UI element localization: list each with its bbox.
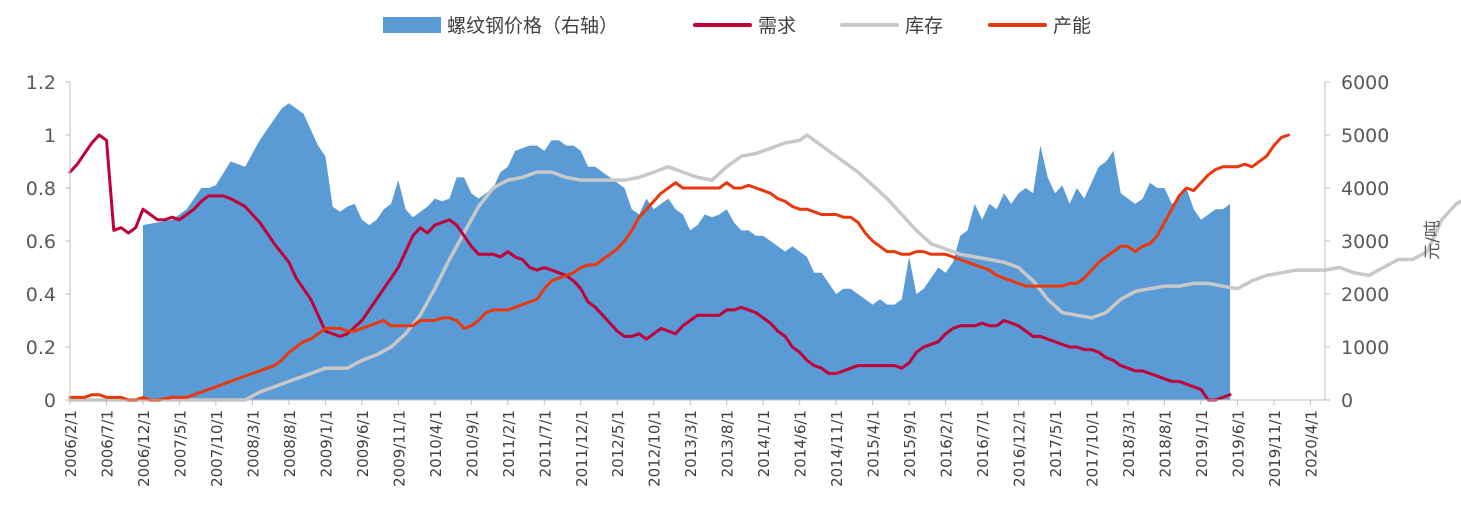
x-tick-label: 2015/9/1 xyxy=(901,410,919,477)
legend-item: 螺纹钢价格（右轴） xyxy=(383,15,618,37)
x-tick-label: 2014/6/1 xyxy=(792,410,810,477)
right-tick-label: 2000 xyxy=(1341,284,1389,306)
price-area-layer xyxy=(143,103,1231,400)
x-tick-label: 2015/4/1 xyxy=(865,410,883,477)
legend-item: 产能 xyxy=(988,15,1091,37)
left-tick-label: 1.2 xyxy=(26,72,56,94)
x-tick-label: 2008/8/1 xyxy=(281,410,299,477)
right-tick-label: 0 xyxy=(1341,390,1353,412)
x-tick-label: 2016/2/1 xyxy=(938,410,956,477)
series-line-layer xyxy=(68,133,1461,402)
capacity-line xyxy=(68,133,1290,402)
right-tick-label: 1000 xyxy=(1341,337,1389,359)
x-tick-label: 2014/1/1 xyxy=(755,410,773,477)
x-tick-label: 2013/8/1 xyxy=(719,410,737,477)
x-tick-label: 2008/3/1 xyxy=(244,410,262,477)
right-tick-label: 4000 xyxy=(1341,178,1389,200)
left-tick-label: 0 xyxy=(44,390,56,412)
x-tick-label: 2013/3/1 xyxy=(682,410,700,477)
legend-swatch-price xyxy=(383,17,441,33)
legend-label-inventory: 库存 xyxy=(905,15,943,37)
x-tick-label: 2006/7/1 xyxy=(99,410,117,477)
x-tick-label: 2010/9/1 xyxy=(463,410,481,477)
x-tick-label: 2007/5/1 xyxy=(171,410,189,477)
legend-label-capacity: 产能 xyxy=(1053,15,1091,37)
x-tick-label: 2014/11/1 xyxy=(828,410,846,487)
x-tick-label: 2018/3/1 xyxy=(1120,410,1138,477)
left-tick-label: 1 xyxy=(44,125,56,147)
x-tick-label: 2012/5/1 xyxy=(609,410,627,477)
x-tick-label: 2018/8/1 xyxy=(1157,410,1175,477)
legend-item: 库存 xyxy=(840,15,943,37)
x-tick-label: 2019/6/1 xyxy=(1229,410,1247,477)
x-tick-label: 2011/2/1 xyxy=(500,410,518,477)
x-tick-label: 2020/4/1 xyxy=(1302,410,1320,477)
x-tick-label: 2010/4/1 xyxy=(427,410,445,477)
x-tick-label: 2007/10/1 xyxy=(208,410,226,487)
legend-item: 需求 xyxy=(693,15,796,37)
x-tick-label: 2009/6/1 xyxy=(354,410,372,477)
x-tick-label: 2006/12/1 xyxy=(135,410,153,487)
left-tick-label: 0.8 xyxy=(26,178,56,200)
left-tick-label: 0.2 xyxy=(26,337,56,359)
right-tick-label: 5000 xyxy=(1341,125,1389,147)
right-axis-title: 元/吨 xyxy=(1423,220,1443,260)
x-tick-label: 2019/1/1 xyxy=(1193,410,1211,477)
x-tick-label: 2009/11/1 xyxy=(390,410,408,487)
x-tick-label: 2006/2/1 xyxy=(62,410,80,477)
x-tick-label: 2017/10/1 xyxy=(1084,410,1102,487)
x-tick-label: 2009/1/1 xyxy=(317,410,335,477)
right-tick-label: 6000 xyxy=(1341,72,1389,94)
left-tick-label: 0.4 xyxy=(26,284,56,306)
x-tick-label: 2019/11/1 xyxy=(1266,410,1284,487)
price-area xyxy=(143,103,1231,400)
x-tick-label: 2012/10/1 xyxy=(646,410,664,487)
x-tick-label: 2017/5/1 xyxy=(1047,410,1065,477)
legend-label-price: 螺纹钢价格（右轴） xyxy=(447,15,618,37)
legend-label-demand: 需求 xyxy=(758,15,796,37)
x-tick-label: 2016/12/1 xyxy=(1011,410,1029,487)
legend: 螺纹钢价格（右轴） 需求 库存 产能 xyxy=(383,15,1091,37)
left-tick-label: 0.6 xyxy=(26,231,56,253)
demand-line xyxy=(68,133,1232,402)
axis-layer: 0 0.2 0.4 0.6 0.8 1 1.2 0 1000 2000 3000 4000 5000 60… xyxy=(26,72,1443,487)
x-tick-label: 2016/7/1 xyxy=(974,410,992,477)
inventory-line xyxy=(68,133,1461,402)
x-tick-label: 2011/12/1 xyxy=(573,410,591,487)
x-tick-label: 2011/7/1 xyxy=(536,410,554,477)
right-tick-label: 3000 xyxy=(1341,231,1389,253)
